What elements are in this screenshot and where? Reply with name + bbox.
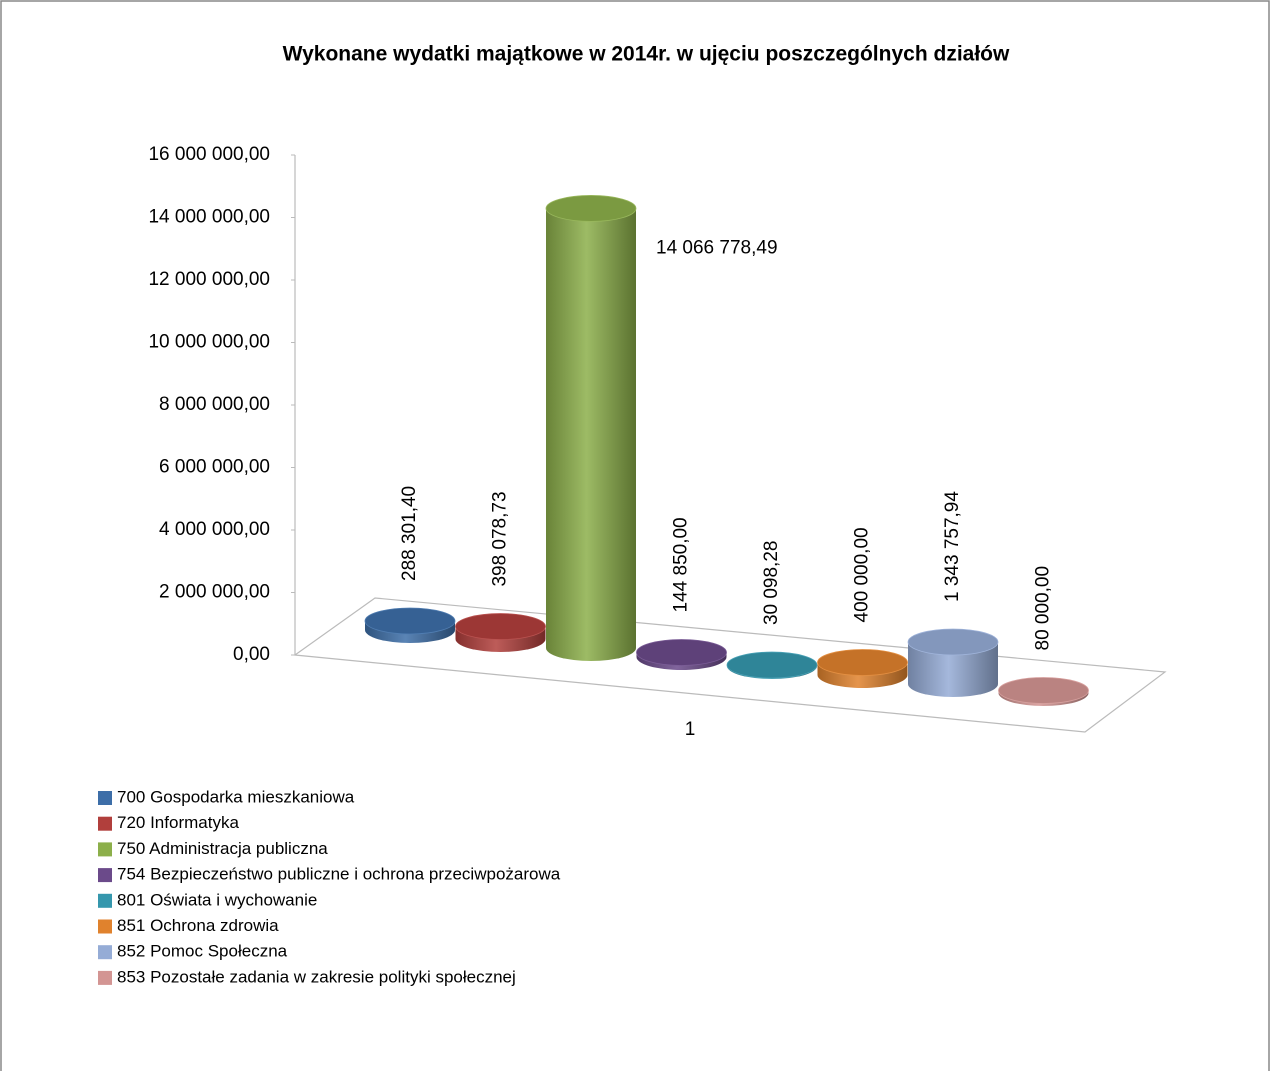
legend-swatch xyxy=(98,893,112,908)
y-tick-label: 8 000 000,00 xyxy=(159,394,270,415)
legend-swatch xyxy=(98,842,112,857)
chart-title: Wykonane wydatki majątkowe w 2014r. w uj… xyxy=(283,43,1010,66)
cylinder-top xyxy=(726,651,818,679)
legend-label: 700 Gospodarka mieszkaniowa xyxy=(117,787,355,806)
legend-label: 720 Informatyka xyxy=(117,813,239,832)
data-label: 288 301,40 xyxy=(399,486,420,581)
legend-swatch xyxy=(98,868,112,883)
legend-swatch xyxy=(98,816,112,831)
legend-label: 750 Administracja publiczna xyxy=(117,839,328,858)
cylinder-top xyxy=(817,649,908,676)
legend-swatch xyxy=(98,919,112,934)
floor xyxy=(293,597,1167,733)
y-tick-label: 6 000 000,00 xyxy=(159,457,270,478)
y-tick-label: 10 000 000,00 xyxy=(148,332,270,353)
y-tick-label: 0,00 xyxy=(233,644,270,665)
y-tick-label: 4 000 000,00 xyxy=(159,519,270,540)
y-tick-label: 12 000 000,00 xyxy=(148,269,270,290)
legend-label: 754 Bezpieczeństwo publiczne i ochrona p… xyxy=(117,865,561,884)
cylinder-top xyxy=(907,628,999,656)
legend-label: 853 Pozostałe zadania w zakresie polityk… xyxy=(117,967,516,986)
data-label: 144 850,00 xyxy=(671,517,692,612)
data-label: 14 066 778,49 xyxy=(656,237,778,258)
data-label: 398 078,73 xyxy=(490,491,511,586)
data-label: 80 000,00 xyxy=(1033,566,1054,651)
y-tick-label: 16 000 000,00 xyxy=(148,144,270,165)
legend-swatch xyxy=(98,791,112,805)
legend-swatch xyxy=(98,970,112,985)
legend-swatch xyxy=(98,945,112,960)
data-label: 400 000,00 xyxy=(852,527,873,622)
cylinder-top xyxy=(364,607,456,635)
cylinder-body xyxy=(908,642,998,697)
cylinder-top xyxy=(545,195,637,222)
cylinder-top xyxy=(455,613,546,640)
x-tick-label: 1 xyxy=(685,719,696,740)
data-label: 30 098,28 xyxy=(761,541,782,626)
cylinder-top xyxy=(998,677,1089,704)
legend-label: 852 Pomoc Społeczna xyxy=(117,942,288,961)
cylinder-top xyxy=(636,639,727,666)
y-tick-label: 2 000 000,00 xyxy=(159,582,270,603)
y-tick-label: 14 000 000,00 xyxy=(148,207,270,228)
legend-label: 801 Oświata i wychowanie xyxy=(117,890,317,909)
legend-label: 851 Ochrona zdrowia xyxy=(117,916,279,935)
data-label: 1 343 757,94 xyxy=(942,491,963,602)
cylinder-body xyxy=(546,208,636,661)
